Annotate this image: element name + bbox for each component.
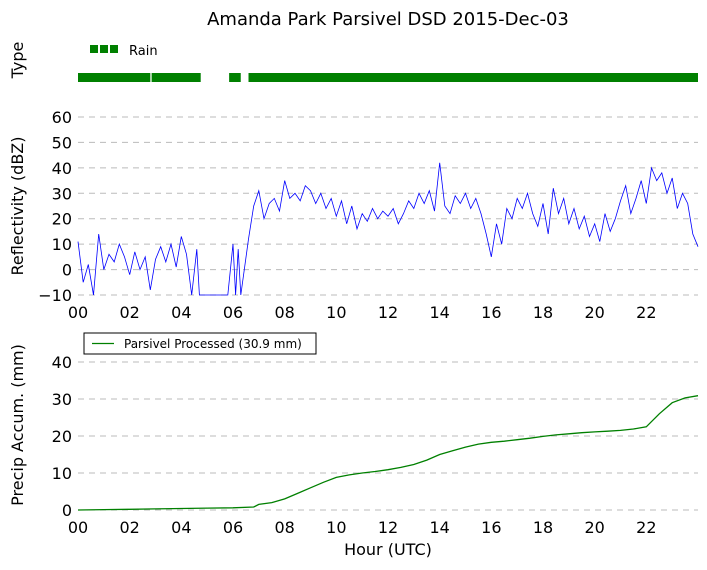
reflectivity-x-tick-label: 22 (636, 303, 656, 322)
reflectivity-y-tick-label: 60 (52, 108, 72, 127)
reflectivity-y-tick-label: 40 (52, 159, 72, 178)
chart-title: Amanda Park Parsivel DSD 2015-Dec-03 (207, 9, 569, 30)
type-legend-marker-3 (110, 45, 118, 53)
type-legend-marker-2 (100, 45, 108, 53)
accum-x-tick-label: 16 (481, 518, 501, 537)
accum-x-tick-label: 22 (636, 518, 656, 537)
reflectivity-y-ticks: 60 50 40 30 20 10 0 −10 (38, 108, 72, 305)
accum-y-tick-label: 20 (52, 427, 72, 446)
reflectivity-x-tick-label: 00 (68, 303, 88, 322)
accum-legend-box (83, 332, 317, 355)
reflectivity-x-tick-label: 04 (171, 303, 191, 322)
reflectivity-x-tick-label: 06 (223, 303, 243, 322)
reflectivity-x-tick-label: 16 (481, 303, 501, 322)
accum-x-tick-label: 06 (223, 518, 243, 537)
accum-xlabel: Hour (UTC) (344, 540, 432, 559)
accum-y-tick-label: 40 (52, 353, 72, 372)
reflectivity-y-tick-label: 30 (52, 184, 72, 203)
reflectivity-panel: Reflectivity (dBZ) 60 50 40 30 20 10 0 −10 00 02… (8, 108, 699, 322)
accum-x-tick-label: 02 (119, 518, 139, 537)
accum-ylabel: Precip Accum. (mm) (8, 344, 27, 506)
accum-panel: Precip Accum. (mm) 40 30 20 10 0 00 02 04 06 08 1… (8, 332, 699, 559)
reflectivity-x-tick-label: 08 (274, 303, 294, 322)
reflectivity-y-tick-label: 0 (62, 261, 72, 280)
type-segment-1 (151, 73, 201, 82)
type-segments (78, 73, 698, 82)
accum-y-tick-label: 0 (62, 501, 72, 520)
accum-y-ticks: 40 30 20 10 0 (52, 353, 72, 520)
reflectivity-y-tick-label: 20 (52, 210, 72, 229)
reflectivity-x-tick-label: 12 (378, 303, 398, 322)
type-segment-3 (248, 73, 698, 82)
type-segment-0 (78, 73, 151, 82)
accum-x-tick-label: 14 (429, 518, 449, 537)
type-segment-2 (229, 73, 241, 82)
accum-x-ticks: 00 02 04 06 08 10 12 14 16 18 20 22 (68, 518, 657, 537)
reflectivity-grid (78, 116, 698, 296)
reflectivity-x-ticks: 00 02 04 06 08 10 12 14 16 18 20 22 (68, 303, 657, 322)
accum-series-line (77, 395, 699, 511)
reflectivity-x-tick-label: 14 (429, 303, 449, 322)
accum-x-tick-label: 00 (68, 518, 88, 537)
reflectivity-ylabel: Reflectivity (dBZ) (8, 137, 27, 276)
reflectivity-x-tick-label: 02 (119, 303, 139, 322)
type-panel: Type Rain (8, 42, 698, 82)
accum-y-tick-label: 30 (52, 390, 72, 409)
reflectivity-y-tick-label: 10 (52, 235, 72, 254)
accum-x-tick-label: 18 (533, 518, 553, 537)
reflectivity-x-tick-label: 18 (533, 303, 553, 322)
type-legend: Rain (90, 44, 158, 59)
reflectivity-x-tick-label: 10 (326, 303, 346, 322)
accum-x-tick-label: 10 (326, 518, 346, 537)
accum-x-tick-label: 20 (584, 518, 604, 537)
reflectivity-y-tick-label: −10 (38, 286, 72, 305)
accum-legend-label: Parsivel Processed (30.9 mm) (124, 337, 302, 351)
accum-y-tick-label: 10 (52, 464, 72, 483)
accum-x-tick-label: 04 (171, 518, 191, 537)
reflectivity-y-tick-label: 50 (52, 133, 72, 152)
accum-x-tick-label: 12 (378, 518, 398, 537)
accum-grid (78, 361, 698, 511)
type-ylabel: Type (8, 42, 27, 80)
reflectivity-x-tick-label: 20 (584, 303, 604, 322)
type-legend-marker-1 (90, 45, 98, 53)
accum-x-tick-label: 08 (274, 518, 294, 537)
type-legend-label: Rain (129, 44, 158, 59)
reflectivity-series-line (77, 162, 699, 296)
accum-legend: Parsivel Processed (30.9 mm) (83, 332, 317, 355)
